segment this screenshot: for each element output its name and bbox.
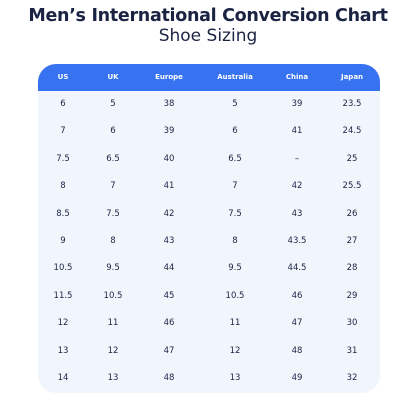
- table-row: 12 11 46 11 47 30: [38, 310, 380, 337]
- cell-china: 49: [291, 373, 303, 383]
- cell-china: 41: [291, 126, 303, 137]
- cell-japan: 24.5: [342, 126, 362, 137]
- cell-australia: 7: [232, 181, 238, 192]
- cell-china: –: [294, 153, 300, 164]
- cell-australia: 7.5: [228, 208, 242, 219]
- cell-us: 14: [57, 373, 69, 383]
- table-row: 10.5 9.5 44 9.5 44.5 28: [38, 255, 380, 282]
- cell-china: 39: [291, 99, 303, 109]
- cell-china: 46: [291, 290, 303, 301]
- cell-japan: 27: [346, 236, 358, 246]
- cell-uk: 11: [107, 318, 119, 329]
- cell-europe: 38: [163, 99, 175, 109]
- cell-australia: 6.5: [228, 153, 242, 164]
- cell-uk: 13: [107, 373, 119, 383]
- cell-china: 48: [291, 345, 303, 356]
- cell-europe: 42: [163, 208, 175, 219]
- cell-china: 42: [291, 181, 303, 192]
- cell-japan: 25.5: [342, 181, 362, 192]
- cell-australia: 12: [229, 345, 241, 356]
- cell-us: 7: [60, 126, 66, 137]
- cell-uk: 7: [110, 181, 116, 192]
- cell-japan: 28: [346, 263, 358, 274]
- cell-us: 8.5: [56, 208, 70, 219]
- conversion-table: US UK Europe Australia China Japan 6 5 38 5…: [38, 64, 380, 393]
- column-header-uk: UK: [107, 73, 119, 81]
- cell-europe: 45: [163, 290, 175, 301]
- cell-australia: 13: [229, 373, 241, 383]
- column-header-australia: Australia: [217, 73, 253, 81]
- cell-australia: 8: [232, 236, 238, 246]
- cell-uk: 6.5: [106, 153, 120, 164]
- cell-us: 9: [60, 236, 66, 246]
- cell-us: 12: [57, 318, 69, 329]
- cell-australia: 6: [232, 126, 238, 137]
- table-row: 11.5 10.5 45 10.5 46 29: [38, 283, 380, 310]
- page-title: Men’s International Conversion Chart: [28, 6, 388, 26]
- column-header-europe: Europe: [155, 73, 183, 81]
- table-row: 13 12 47 12 48 31: [38, 338, 380, 365]
- cell-japan: 29: [346, 290, 358, 301]
- cell-europe: 46: [163, 318, 175, 329]
- cell-japan: 25: [346, 153, 358, 164]
- table-row: 7.5 6.5 40 6.5 – 25: [38, 146, 380, 173]
- cell-china: 44.5: [287, 263, 307, 274]
- cell-us: 13: [57, 345, 69, 356]
- table-row: 8 7 41 7 42 25.5: [38, 173, 380, 200]
- cell-uk: 10.5: [103, 290, 123, 301]
- column-header-us: US: [57, 73, 69, 81]
- cell-us: 6: [60, 99, 66, 109]
- cell-us: 7.5: [56, 153, 70, 164]
- cell-europe: 41: [163, 181, 175, 192]
- cell-japan: 32: [346, 373, 358, 383]
- table-header: US UK Europe Australia China Japan: [38, 64, 380, 91]
- cell-uk: 6: [110, 126, 116, 137]
- cell-japan: 30: [346, 318, 358, 329]
- cell-uk: 9.5: [106, 263, 120, 274]
- cell-europe: 40: [163, 153, 175, 164]
- cell-australia: 10.5: [225, 290, 245, 301]
- column-header-china: China: [285, 73, 309, 81]
- cell-china: 43: [291, 208, 303, 219]
- table-row: 6 5 38 5 39 23.5: [38, 91, 380, 118]
- cell-uk: 5: [110, 99, 116, 109]
- cell-australia: 9.5: [228, 263, 242, 274]
- cell-us: 10.5: [53, 263, 73, 274]
- column-header-japan: Japan: [340, 73, 364, 81]
- cell-us: 11.5: [53, 290, 73, 301]
- page-subtitle: Shoe Sizing: [158, 26, 258, 46]
- cell-uk: 12: [107, 345, 119, 356]
- cell-china: 43.5: [287, 236, 307, 246]
- cell-uk: 7.5: [106, 208, 120, 219]
- cell-japan: 26: [346, 208, 358, 219]
- cell-europe: 47: [163, 345, 175, 356]
- table-row: 7 6 39 6 41 24.5: [38, 118, 380, 145]
- cell-europe: 48: [163, 373, 175, 383]
- cell-australia: 11: [229, 318, 241, 329]
- table-body: 6 5 38 5 39 23.5 7 6 39 6 41 24.5 7.5 6.5 40 6.5 – 25 8 7 41…: [38, 91, 380, 393]
- table-row: 8.5 7.5 42 7.5 43 26: [38, 201, 380, 228]
- cell-australia: 5: [232, 99, 238, 109]
- cell-europe: 39: [163, 126, 175, 137]
- cell-japan: 31: [346, 345, 358, 356]
- cell-us: 8: [60, 181, 66, 192]
- cell-china: 47: [291, 318, 303, 329]
- cell-uk: 8: [110, 236, 116, 246]
- table-row: 9 8 43 8 43.5 27: [38, 228, 380, 255]
- cell-japan: 23.5: [342, 99, 362, 109]
- cell-europe: 44: [163, 263, 175, 274]
- table-row: 14 13 48 13 49 32: [38, 365, 380, 392]
- cell-europe: 43: [163, 236, 175, 246]
